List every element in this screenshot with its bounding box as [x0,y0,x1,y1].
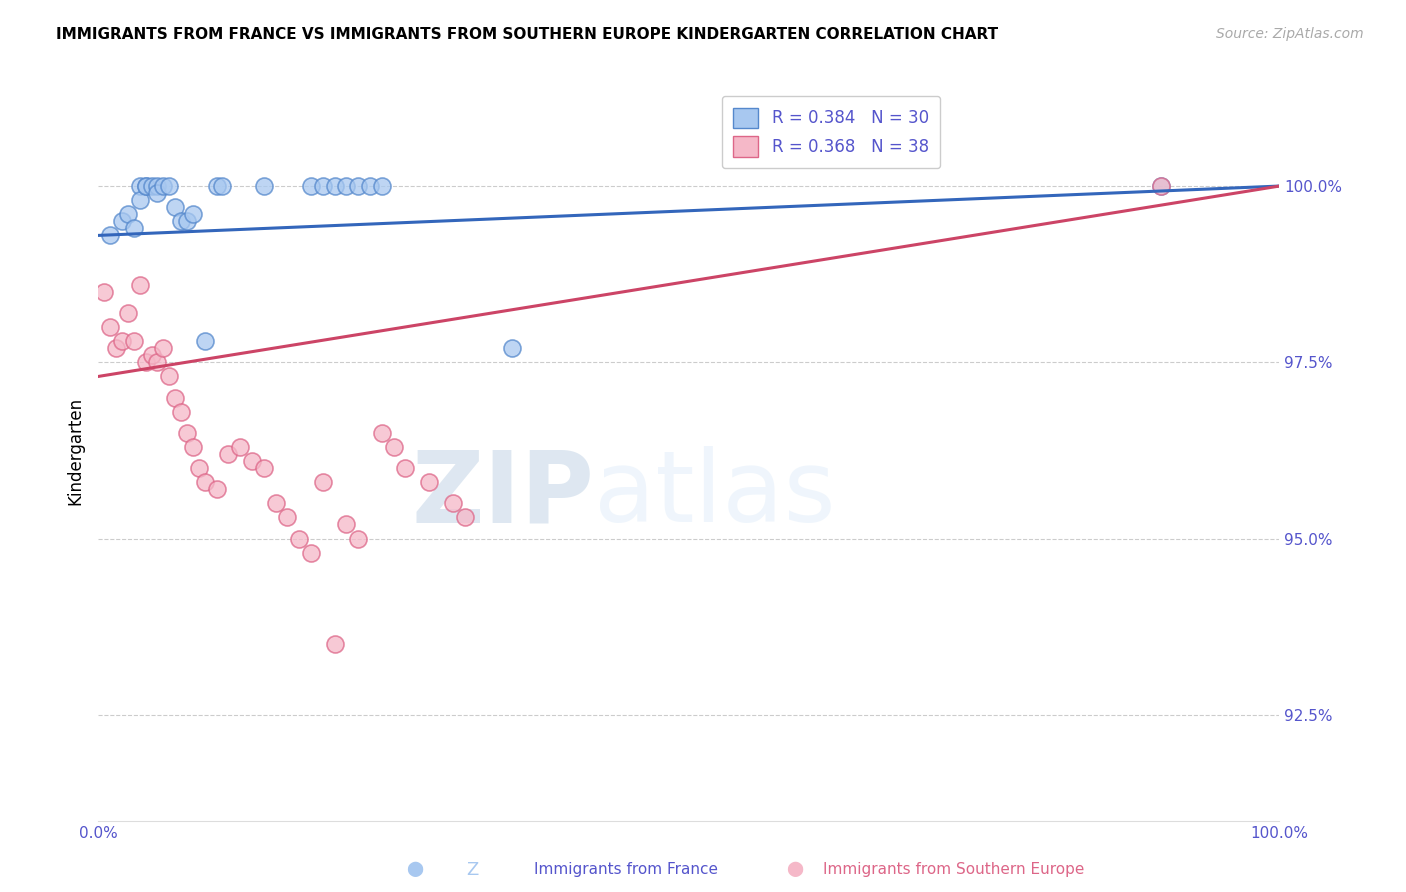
Point [98,320,121,334]
Point [152,179,174,194]
Point [382,440,405,454]
Point [187,461,209,475]
Point [312,475,335,490]
Point [93,285,115,299]
Point [170,214,193,228]
Point [122,221,145,235]
Point [181,207,204,221]
Point [111,214,134,228]
Point [128,193,150,207]
Point [347,179,370,194]
Point [253,179,276,194]
Point [146,179,169,194]
Text: IMMIGRANTS FROM FRANCE VS IMMIGRANTS FROM SOUTHERN EUROPE KINDERGARTEN CORRELATI: IMMIGRANTS FROM FRANCE VS IMMIGRANTS FRO… [56,27,998,42]
Point [335,517,357,532]
Point [176,214,198,228]
Point [371,425,394,440]
Point [135,355,157,369]
Point [276,510,298,524]
Point [335,179,357,194]
Point [122,334,145,348]
Point [146,186,169,200]
Point [146,355,169,369]
Point [1150,179,1173,194]
Text: Immigrants from France: Immigrants from France [534,863,718,877]
Point [253,461,276,475]
Point [418,475,440,490]
Point [152,341,174,355]
Point [441,496,464,510]
Point [347,532,370,546]
Text: Immigrants from Southern Europe: Immigrants from Southern Europe [823,863,1084,877]
Text: ⬤: ⬤ [786,862,803,878]
Y-axis label: Kindergarten: Kindergarten [66,396,84,505]
Point [181,440,204,454]
Point [170,405,193,419]
Point [194,334,217,348]
Point [453,510,475,524]
Point [240,454,263,468]
Point [105,341,128,355]
Legend: R = 0.384   N = 30, R = 0.368   N = 38: R = 0.384 N = 30, R = 0.368 N = 38 [721,96,941,169]
Point [359,179,381,194]
Point [501,341,523,355]
Point [165,391,187,405]
Text: ZIP: ZIP [412,446,595,543]
Text: Source: ZipAtlas.com: Source: ZipAtlas.com [1216,27,1364,41]
Point [194,475,217,490]
Point [135,179,157,194]
Point [111,334,134,348]
Point [98,228,121,243]
Point [323,179,346,194]
Point [157,369,180,384]
Point [323,637,346,651]
Point [299,179,322,194]
Point [141,348,163,362]
Point [141,179,163,194]
Point [128,179,150,194]
Point [299,546,322,560]
Point [217,447,239,461]
Point [394,461,416,475]
Point [211,179,233,194]
Point [1150,179,1173,194]
Text: Z: Z [465,861,478,879]
Point [288,532,311,546]
Point [205,482,228,496]
Point [176,425,198,440]
Point [135,179,157,194]
Point [117,207,139,221]
Point [371,179,394,194]
Point [157,179,180,194]
Point [229,440,252,454]
Point [117,306,139,320]
Point [205,179,228,194]
Text: atlas: atlas [595,446,837,543]
Point [312,179,335,194]
Point [165,200,187,214]
Point [128,277,150,292]
Point [264,496,287,510]
Text: ⬤: ⬤ [406,862,423,878]
